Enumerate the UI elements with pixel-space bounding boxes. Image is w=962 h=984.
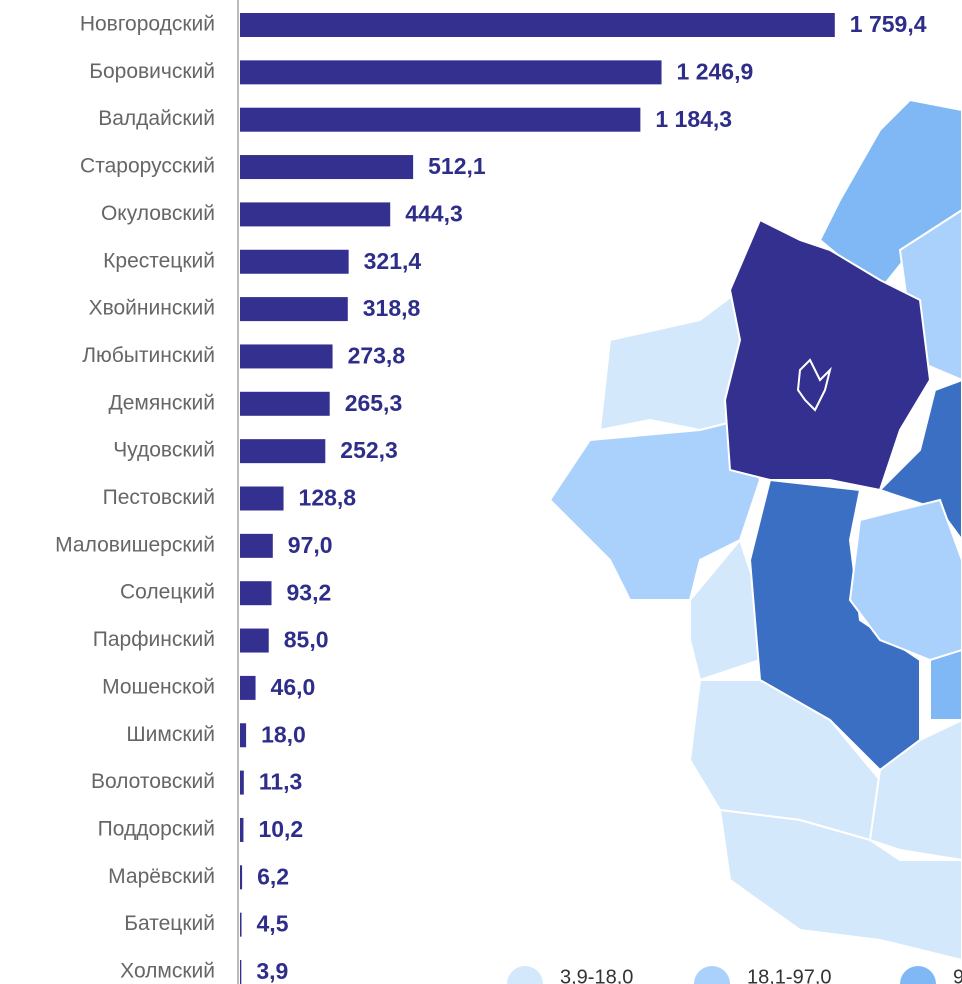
bar	[240, 628, 269, 653]
value-label: 512,1	[428, 153, 486, 179]
legend-swatch	[694, 966, 730, 984]
category-label: Марёвский	[108, 865, 215, 888]
bar	[240, 865, 243, 890]
category-label: Пестовский	[103, 486, 215, 509]
value-label: 11,3	[259, 769, 303, 795]
value-label: 1 759,4	[850, 11, 927, 37]
value-label: 265,3	[345, 390, 403, 416]
bar	[240, 912, 242, 937]
category-label: Маловишерский	[55, 533, 215, 556]
category-label: Поддорский	[98, 817, 215, 840]
category-label: Хвойнинский	[89, 297, 215, 320]
category-label: Шимский	[126, 723, 215, 746]
value-label: 128,8	[299, 485, 357, 511]
bar	[240, 155, 414, 180]
legend-swatch	[900, 966, 936, 984]
bar	[240, 297, 348, 322]
legend-swatch	[507, 966, 543, 984]
category-label: Парфинский	[93, 628, 215, 651]
legend-label: 18,1-97,0	[747, 966, 832, 984]
bar	[240, 581, 272, 606]
value-label: 97,0	[288, 532, 333, 558]
value-label: 1 184,3	[655, 106, 732, 132]
map	[548, 98, 962, 962]
value-label: 252,3	[340, 437, 398, 463]
category-label: Холмский	[120, 960, 215, 983]
value-label: 85,0	[284, 627, 329, 653]
bar	[240, 107, 641, 132]
category-label: Мошенской	[102, 675, 215, 698]
category-label: Новгородский	[80, 13, 215, 36]
value-label: 6,2	[257, 863, 289, 889]
category-label: Крестецкий	[103, 249, 215, 272]
value-label: 46,0	[271, 674, 316, 700]
legend-label: 3,9-18,0	[560, 966, 633, 984]
legend-label: 9	[953, 966, 962, 984]
bar	[240, 13, 835, 37]
value-label: 10,2	[258, 816, 303, 842]
category-label: Окуловский	[101, 202, 215, 225]
bar	[240, 202, 391, 227]
bar	[240, 960, 242, 984]
category-label: Батецкий	[124, 912, 215, 935]
category-label: Валдайский	[98, 107, 215, 130]
value-label: 273,8	[348, 343, 406, 369]
bar	[240, 249, 349, 274]
value-label: 4,5	[257, 911, 289, 937]
value-label: 93,2	[287, 579, 332, 605]
category-label: Боровичский	[89, 60, 215, 83]
bar	[240, 60, 662, 85]
category-label: Демянский	[109, 391, 215, 414]
bar	[240, 533, 273, 558]
category-label: Солецкий	[120, 581, 215, 604]
category-label: Чудовский	[113, 439, 215, 462]
category-label: Любытинский	[82, 344, 215, 367]
bar	[240, 723, 247, 748]
bar	[240, 391, 330, 416]
value-label: 18,0	[261, 721, 306, 747]
category-label: Волотовский	[91, 770, 215, 793]
bar	[240, 817, 244, 842]
value-label: 321,4	[364, 248, 422, 274]
bar	[240, 439, 326, 464]
value-label: 318,8	[363, 295, 421, 321]
value-label: 444,3	[405, 200, 463, 226]
bar	[240, 770, 244, 795]
bar	[240, 344, 333, 369]
bar	[240, 486, 284, 511]
value-label: 3,9	[256, 958, 288, 984]
category-label: Старорусский	[80, 155, 215, 178]
value-label: 1 246,9	[677, 58, 754, 84]
bar	[240, 675, 256, 700]
